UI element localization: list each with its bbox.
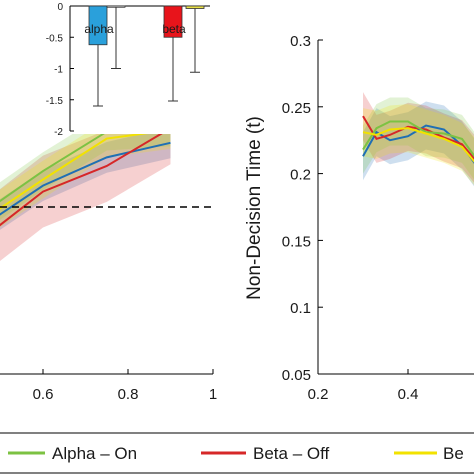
right-y-axis-label: Non-Decision Time (t) xyxy=(244,116,265,300)
right-y-tick-label: 0.1 xyxy=(290,300,311,317)
legend-label-beta-on: Be xyxy=(443,444,464,463)
right-series-line xyxy=(362,127,474,163)
legend: Alpha – On Beta – Off Be xyxy=(0,432,474,474)
inset-bar-chart: 0 -0.5 -1 -1.5 -2 alpha beta xyxy=(46,0,210,138)
right-series-band xyxy=(363,97,474,180)
inset-y-tick-label: -1.5 xyxy=(46,96,64,107)
inset-y-tick-label: 0 xyxy=(57,2,63,13)
right-series-band xyxy=(363,92,474,183)
inset-bar xyxy=(185,5,205,9)
left-chart: 0.60.810.4 xyxy=(0,92,217,403)
left-x-tick-label: 1 xyxy=(209,386,217,403)
right-chart: 0.05 0.1 0.15 0.2 0.25 0.3 0.2 0.4 Non-Decision… xyxy=(244,33,474,403)
left-x-tick-label: 0.8 xyxy=(118,386,139,403)
right-x-tick-label: 0.2 xyxy=(308,386,329,403)
legend-box xyxy=(0,432,474,474)
left-series-band xyxy=(0,111,171,228)
inset-y-tick-label: -2 xyxy=(54,127,63,138)
inset-y-tick-label: -1 xyxy=(54,65,63,76)
left-series-line xyxy=(0,129,171,210)
right-series-line xyxy=(362,115,474,161)
left-series-band xyxy=(0,92,171,262)
legend-label-beta-off: Beta – Off xyxy=(253,444,330,463)
right-series-band xyxy=(363,101,474,187)
right-y-tick-label: 0.15 xyxy=(282,233,311,250)
left-x-tick-label: 0.6 xyxy=(33,386,54,403)
right-y-tick-label: 0.05 xyxy=(282,367,311,384)
right-series-line xyxy=(362,120,474,158)
inset-bar-label: alpha xyxy=(84,22,114,36)
right-series-band xyxy=(363,104,474,186)
inset-bar-label: beta xyxy=(162,22,186,36)
left-series-line xyxy=(0,127,172,227)
right-y-tick-label: 0.3 xyxy=(290,33,311,50)
inset-y-tick-label: -0.5 xyxy=(46,33,64,44)
legend-label-alpha-on: Alpha – On xyxy=(52,444,137,463)
right-y-tick-label: 0.2 xyxy=(290,167,311,184)
right-y-tick-label: 0.25 xyxy=(282,100,311,117)
inset-bar xyxy=(106,5,126,8)
right-x-tick-label: 0.4 xyxy=(398,386,419,403)
left-axes xyxy=(0,369,214,375)
